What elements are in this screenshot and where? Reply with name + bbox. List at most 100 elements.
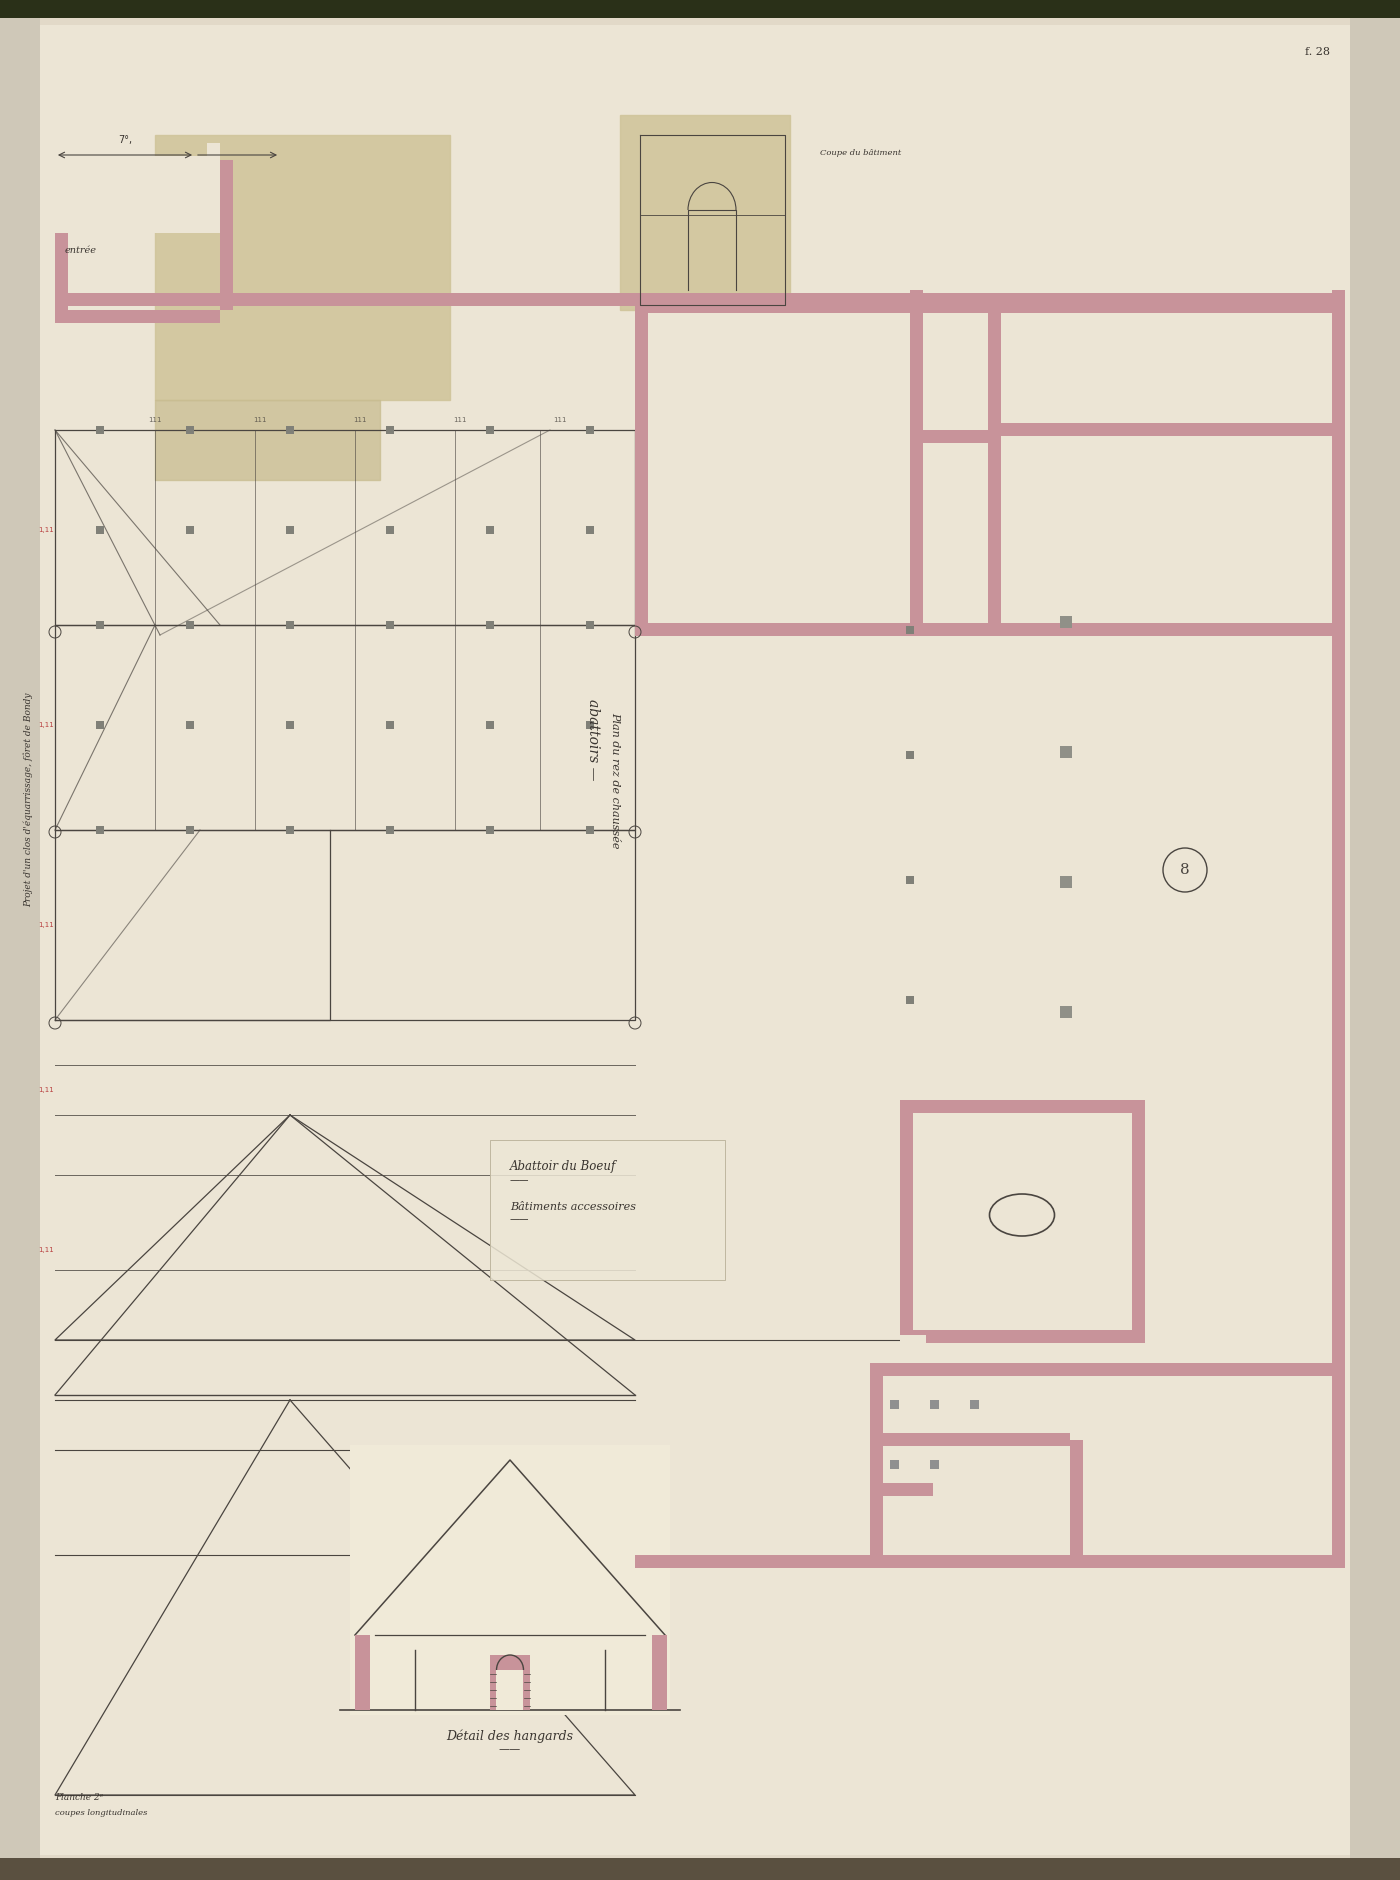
Bar <box>220 160 232 310</box>
Bar <box>486 722 494 729</box>
Bar <box>1133 1100 1145 1329</box>
Bar <box>207 143 220 233</box>
Bar <box>1060 876 1072 887</box>
Bar <box>900 1329 1145 1342</box>
Bar <box>869 1371 883 1555</box>
Polygon shape <box>620 115 790 310</box>
Text: 7°,: 7°, <box>118 135 132 145</box>
Bar <box>636 622 1345 635</box>
Bar <box>869 1433 1070 1446</box>
Text: Abattoir du Boeuf: Abattoir du Boeuf <box>510 1160 616 1173</box>
Bar <box>0 0 1400 19</box>
Text: ——: —— <box>510 1175 529 1184</box>
Bar <box>97 427 104 434</box>
Text: entrée: entrée <box>64 246 97 256</box>
Text: abattoirs —: abattoirs — <box>587 699 601 780</box>
Text: 111: 111 <box>253 417 267 423</box>
Bar <box>652 1636 666 1711</box>
Bar <box>890 1461 899 1468</box>
Bar <box>286 526 294 534</box>
Bar <box>386 722 393 729</box>
Text: Projet d'un clos d'équarrissage, fôret de Bondy: Projet d'un clos d'équarrissage, fôret d… <box>24 692 32 908</box>
Bar <box>636 1555 1345 1568</box>
Bar <box>97 620 104 630</box>
Bar <box>490 1139 725 1280</box>
Bar <box>587 427 594 434</box>
Bar <box>386 526 393 534</box>
Text: Bâtiments accessoires: Bâtiments accessoires <box>510 1201 636 1213</box>
Bar <box>1350 0 1400 1880</box>
Bar <box>286 722 294 729</box>
Bar <box>486 620 494 630</box>
Text: 1,11: 1,11 <box>38 526 53 534</box>
Bar <box>869 1363 1331 1376</box>
Bar <box>286 427 294 434</box>
Bar <box>356 1636 370 1711</box>
Bar <box>486 427 494 434</box>
Text: ——: —— <box>498 1745 521 1754</box>
Bar <box>900 1335 925 1359</box>
Bar <box>988 423 1345 436</box>
Bar <box>587 620 594 630</box>
Bar <box>55 143 69 233</box>
Bar <box>55 160 69 310</box>
Bar <box>55 160 220 220</box>
Bar <box>386 825 393 835</box>
Text: coupes longitudinales: coupes longitudinales <box>55 1809 147 1816</box>
Bar <box>587 722 594 729</box>
Bar <box>97 526 104 534</box>
Bar <box>1070 1440 1084 1555</box>
Bar <box>186 825 195 835</box>
Bar <box>890 1401 899 1408</box>
Bar <box>906 996 914 1004</box>
Bar <box>970 1401 979 1408</box>
Bar <box>0 1857 1400 1880</box>
Bar <box>386 427 393 434</box>
Bar <box>900 1100 913 1329</box>
Bar <box>900 1100 1145 1113</box>
Bar <box>636 301 1340 312</box>
Bar <box>186 427 195 434</box>
Bar <box>97 722 104 729</box>
Bar <box>386 620 393 630</box>
Bar <box>988 431 1001 630</box>
Text: Planche 2ᵉ: Planche 2ᵉ <box>55 1794 104 1803</box>
Bar <box>930 1401 939 1408</box>
Bar <box>486 825 494 835</box>
Text: 1,11: 1,11 <box>38 722 53 728</box>
Text: Coupe du bâtiment: Coupe du bâtiment <box>820 149 902 158</box>
Text: Plan du rez de chaussée: Plan du rez de chaussée <box>610 713 620 848</box>
Bar <box>0 0 41 1880</box>
Bar <box>55 293 648 306</box>
Bar <box>69 156 207 233</box>
Bar <box>636 293 1336 306</box>
Bar <box>1060 746 1072 758</box>
Text: 1,11: 1,11 <box>38 1246 53 1252</box>
Bar <box>636 301 648 630</box>
Bar <box>906 876 914 884</box>
Text: 1,11: 1,11 <box>38 921 53 929</box>
Text: 1,11: 1,11 <box>38 1087 53 1092</box>
Bar <box>1060 617 1072 628</box>
Bar <box>186 526 195 534</box>
Text: Détail des hangards: Détail des hangards <box>447 1730 574 1743</box>
Bar <box>910 290 923 630</box>
Text: 111: 111 <box>353 417 367 423</box>
Bar <box>490 1654 531 1711</box>
Text: 111: 111 <box>553 417 567 423</box>
Bar <box>186 722 195 729</box>
Bar <box>286 825 294 835</box>
Bar <box>910 431 1001 444</box>
Bar <box>1060 1006 1072 1017</box>
Bar <box>906 626 914 634</box>
Text: 111: 111 <box>454 417 466 423</box>
Text: f. 28: f. 28 <box>1305 47 1330 56</box>
Bar <box>930 1461 939 1468</box>
Bar <box>587 825 594 835</box>
Text: ——: —— <box>510 1214 529 1224</box>
Bar <box>55 310 220 323</box>
Bar <box>486 526 494 534</box>
Bar <box>587 526 594 534</box>
Text: 8: 8 <box>1180 863 1190 876</box>
Polygon shape <box>155 400 379 479</box>
